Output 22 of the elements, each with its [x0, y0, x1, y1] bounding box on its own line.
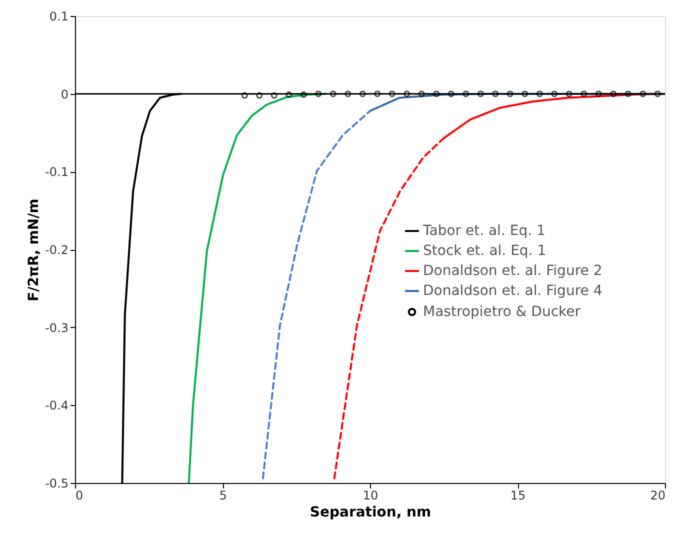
- x-axis-title: Separation, nm: [310, 504, 432, 520]
- y-tick-label: -0.4: [45, 398, 68, 413]
- line-series: [369, 92, 665, 112]
- y-tick-label: 0: [60, 87, 68, 102]
- line-series: [262, 110, 371, 480]
- legend-label: Donaldson et. al. Figure 4: [423, 283, 602, 299]
- legend-label: Mastropietro & Ducker: [423, 304, 581, 320]
- y-tick-label: -0.2: [45, 243, 68, 257]
- y-tick-label: -0.1: [45, 165, 68, 180]
- x-tick-label: 10: [362, 488, 378, 502]
- legend-label: Donaldson et. al. Figure 2: [423, 263, 602, 279]
- x-tick-label: 15: [510, 488, 526, 502]
- x-tick-label: 5: [219, 488, 227, 502]
- y-tick-label: 0.1: [49, 10, 68, 24]
- y-axis-title: F/2πR, mN/m: [26, 198, 42, 302]
- line-series: [188, 92, 327, 483]
- y-tick-label: -0.5: [45, 476, 68, 490]
- legend-label: Stock et. al. Eq. 1: [423, 243, 546, 259]
- y-tick-label: -0.3: [45, 320, 68, 335]
- legend-label: Tabor et. al. Eq. 1: [422, 223, 546, 239]
- x-tick-label: 0: [76, 488, 84, 502]
- x-tick-label: 20: [650, 488, 666, 502]
